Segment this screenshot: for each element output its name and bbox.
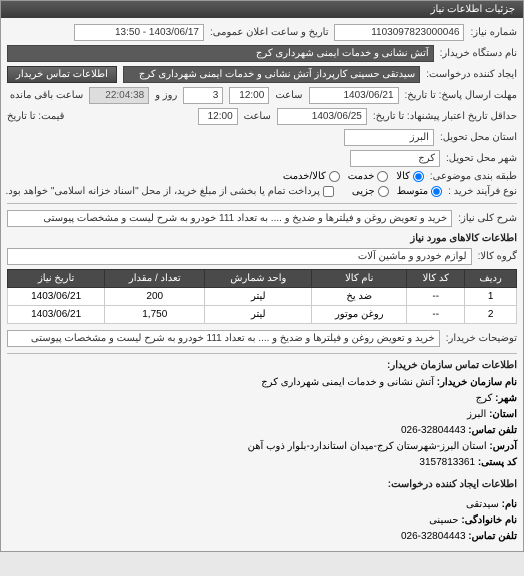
province-label: استان محل تحویل: bbox=[440, 132, 517, 143]
col-date: تاریخ نیاز bbox=[8, 270, 105, 288]
buyer-desc-field: خرید و تعویض روغن و فیلترها و ضدیخ و ...… bbox=[7, 330, 440, 347]
budget-radio-group: کالا خدمت کالا/خدمت bbox=[283, 171, 424, 182]
contact-name-label: نام: bbox=[502, 499, 517, 510]
table-cell: -- bbox=[407, 288, 465, 306]
goods-section-title: اطلاعات کالاهای مورد نیاز bbox=[7, 233, 517, 244]
group-label: گروه کالا: bbox=[478, 251, 517, 262]
buyer-desc-label: توضیحات خریدار: bbox=[446, 333, 517, 344]
remaining-label: ساعت باقی مانده bbox=[10, 90, 83, 101]
table-cell: ضد یخ bbox=[312, 288, 407, 306]
process-label: نوع فرآیند خرید : bbox=[448, 186, 517, 197]
need-no-field: 1103097823000046 bbox=[334, 24, 464, 41]
remaining-unit: روز و bbox=[155, 90, 177, 101]
radio-partial-input[interactable] bbox=[378, 186, 389, 197]
price-until-label: قیمت: تا تاریخ bbox=[7, 111, 64, 122]
table-cell: روغن موتور bbox=[312, 306, 407, 324]
col-row: ردیف bbox=[465, 270, 517, 288]
table-cell: -- bbox=[407, 306, 465, 324]
contact-org-label: نام سازمان خریدار: bbox=[437, 377, 517, 388]
reply-time-label: ساعت bbox=[275, 90, 302, 101]
city-label: شهر محل تحویل: bbox=[446, 153, 517, 164]
col-name: نام کالا bbox=[312, 270, 407, 288]
contact-phone-label: تلفن تماس: bbox=[468, 425, 517, 436]
contact-family: حسینی bbox=[429, 515, 458, 526]
table-cell: 1 bbox=[465, 288, 517, 306]
goods-table: ردیف کد کالا نام کالا واحد شمارش تعداد /… bbox=[7, 269, 517, 324]
contact-phone2: 32804443-026 bbox=[401, 531, 466, 542]
table-cell: لیتر bbox=[205, 306, 312, 324]
contact-phone2-label: تلفن تماس: bbox=[468, 531, 517, 542]
org-field: آتش نشانی و خدمات ایمنی شهرداری کرج bbox=[7, 45, 434, 62]
process-radio-group: متوسط جزیی bbox=[352, 186, 442, 197]
remaining-days-field: 3 bbox=[183, 87, 223, 104]
col-unit: واحد شمارش bbox=[205, 270, 312, 288]
province-field: البرز bbox=[344, 129, 434, 146]
radio-medium[interactable]: متوسط bbox=[397, 186, 442, 197]
window-title: جزئیات اطلاعات نیاز bbox=[431, 4, 515, 15]
table-row: 1--ضد یخلیتر2001403/06/21 bbox=[8, 288, 517, 306]
contact-family-label: نام خانوادگی: bbox=[461, 515, 517, 526]
divider-2 bbox=[7, 353, 517, 354]
radio-kala-khadamat-input[interactable] bbox=[329, 171, 340, 182]
min-valid-label: حداقل تاریخ اعتبار پیشنهاد: تا تاریخ: bbox=[373, 111, 517, 122]
table-cell: 1403/06/21 bbox=[8, 288, 105, 306]
table-cell: 1403/06/21 bbox=[8, 306, 105, 324]
table-row: 2--روغن موتورلیتر1,7501403/06/21 bbox=[8, 306, 517, 324]
org-label: نام دستگاه خریدار: bbox=[440, 48, 517, 59]
table-header-row: ردیف کد کالا نام کالا واحد شمارش تعداد /… bbox=[8, 270, 517, 288]
contact-block: نام سازمان خریدار: آتش نشانی و خدمات ایم… bbox=[7, 375, 517, 545]
contact-address-label: آدرس: bbox=[489, 441, 517, 452]
contact-postal: 3157813361 bbox=[419, 457, 475, 468]
contact-section-title: اطلاعات تماس سازمان خریدار: bbox=[7, 360, 517, 371]
announce-label: تاریخ و ساعت اعلان عمومی: bbox=[210, 27, 329, 38]
contact-buyer-button[interactable]: اطلاعات تماس خریدار bbox=[7, 66, 117, 83]
table-cell: لیتر bbox=[205, 288, 312, 306]
requester-field: سیدتقی حسینی کارپرداز آتش نشانی و خدمات … bbox=[123, 66, 420, 83]
contact-postal-label: کد پستی: bbox=[478, 457, 517, 468]
reply-time-field: 12:00 bbox=[229, 87, 269, 104]
min-valid-time-label: ساعت bbox=[244, 111, 271, 122]
city-field: کرج bbox=[350, 150, 440, 167]
announce-field: 1403/06/17 - 13:50 bbox=[74, 24, 204, 41]
contact-org: آتش نشانی و خدمات ایمنی شهرداری کرج bbox=[261, 377, 434, 388]
contact-name: سیدتقی bbox=[466, 499, 499, 510]
need-title-label: شرح کلی نیاز: bbox=[458, 213, 517, 224]
radio-medium-input[interactable] bbox=[431, 186, 442, 197]
requester-label: ایجاد کننده درخواست: bbox=[426, 69, 517, 80]
content-area: شماره نیاز: 1103097823000046 تاریخ و ساع… bbox=[1, 18, 523, 551]
titlebar: جزئیات اطلاعات نیاز bbox=[1, 1, 523, 18]
min-valid-time-field: 12:00 bbox=[198, 108, 238, 125]
remaining-time-field: 22:04:38 bbox=[89, 87, 149, 104]
creator-section-title: اطلاعات ایجاد کننده درخواست: bbox=[7, 477, 517, 493]
min-valid-date-field: 1403/06/25 bbox=[277, 108, 367, 125]
radio-kala-khadamat[interactable]: کالا/خدمت bbox=[283, 171, 340, 182]
radio-khadamat[interactable]: خدمت bbox=[348, 171, 389, 182]
radio-kala-input[interactable] bbox=[413, 171, 424, 182]
group-field: لوازم خودرو و ماشین آلات bbox=[7, 248, 472, 265]
budget-label: طبقه بندی موضوعی: bbox=[430, 171, 517, 182]
table-cell: 1,750 bbox=[105, 306, 205, 324]
contact-address: استان البرز-شهرستان کرج-میدان استاندارد-… bbox=[248, 441, 487, 452]
need-title-field: خرید و تعویض روغن و فیلترها و ضدیخ و ...… bbox=[7, 210, 452, 227]
contact-phone: 32804443-026 bbox=[401, 425, 466, 436]
window: جزئیات اطلاعات نیاز شماره نیاز: 11030978… bbox=[0, 0, 524, 552]
radio-partial[interactable]: جزیی bbox=[352, 186, 389, 197]
radio-kala[interactable]: کالا bbox=[396, 171, 424, 182]
need-no-label: شماره نیاز: bbox=[470, 27, 517, 38]
table-cell: 2 bbox=[465, 306, 517, 324]
checkbox-treasury-input[interactable] bbox=[323, 186, 334, 197]
col-qty: تعداد / مقدار bbox=[105, 270, 205, 288]
col-code: کد کالا bbox=[407, 270, 465, 288]
contact-city-label: شهر: bbox=[495, 393, 517, 404]
contact-city: کرج bbox=[476, 393, 493, 404]
divider bbox=[7, 203, 517, 204]
checkbox-treasury[interactable]: پرداخت تمام یا بخشی از مبلغ خرید، از محل… bbox=[5, 186, 333, 197]
radio-khadamat-input[interactable] bbox=[377, 171, 388, 182]
contact-province-label: استان: bbox=[489, 409, 517, 420]
reply-until-label: مهلت ارسال پاسخ: تا تاریخ: bbox=[405, 90, 517, 101]
reply-date-field: 1403/06/21 bbox=[309, 87, 399, 104]
contact-province: البرز bbox=[467, 409, 486, 420]
table-cell: 200 bbox=[105, 288, 205, 306]
